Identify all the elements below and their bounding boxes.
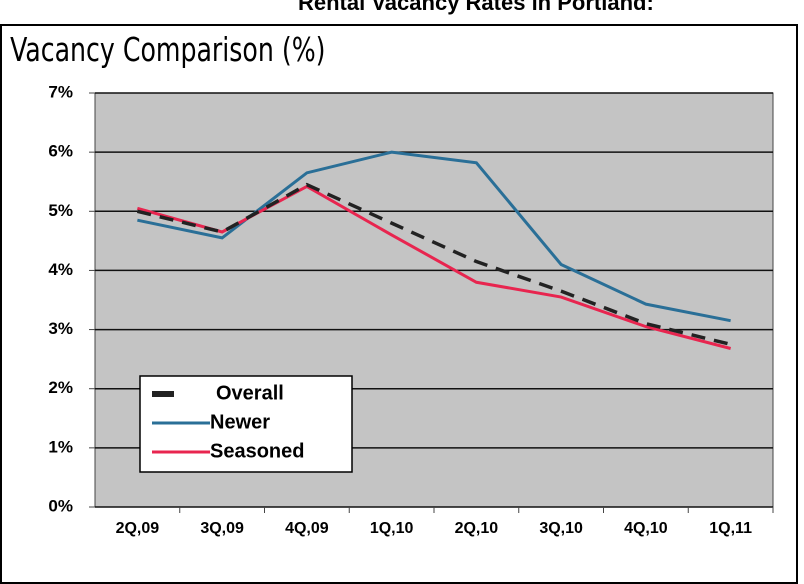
x-tick-label: 2Q,09 xyxy=(116,520,160,537)
y-tick-label: 5% xyxy=(48,201,73,220)
y-tick-label: 2% xyxy=(48,378,73,397)
x-tick-label: 1Q,11 xyxy=(709,520,752,537)
y-tick-label: 3% xyxy=(48,319,73,338)
chart-title: Vacancy Comparison (%) xyxy=(10,32,325,70)
y-tick-label: 0% xyxy=(48,496,73,515)
x-tick-label: 2Q,10 xyxy=(455,520,499,537)
x-tick-label: 4Q,10 xyxy=(624,520,668,537)
series-line xyxy=(137,150,731,323)
x-tick-label: 3Q,09 xyxy=(200,520,244,537)
legend-label: Seasoned xyxy=(210,440,304,462)
series-line xyxy=(136,182,732,347)
y-tick-label: 7% xyxy=(48,82,73,101)
y-tick-label: 6% xyxy=(48,142,73,161)
y-tick-label: 1% xyxy=(48,437,73,456)
y-tick-label: 4% xyxy=(48,260,73,279)
page-header: Rental Vacancy Rates in Portland: xyxy=(298,0,654,15)
x-tick-label: 1Q,10 xyxy=(370,520,414,537)
legend-label: Overall xyxy=(216,382,284,404)
x-tick-label: 4Q,09 xyxy=(285,520,329,537)
legend-label: Newer xyxy=(210,411,270,433)
x-tick-label: 3Q,10 xyxy=(539,520,583,537)
